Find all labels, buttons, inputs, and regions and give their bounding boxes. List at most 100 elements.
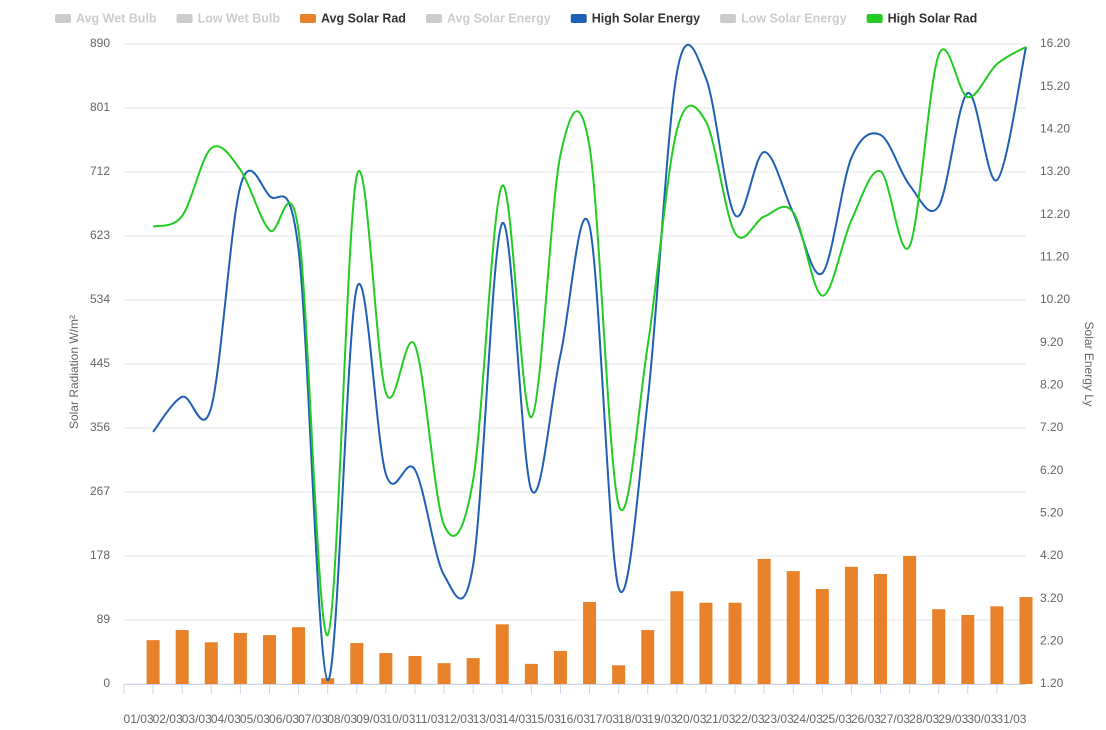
y2-axis-label: Solar Energy Ly <box>1082 322 1096 407</box>
legend-swatch <box>299 14 316 23</box>
x-tick-label: 31/03 <box>996 712 1026 726</box>
legend-label: Low Wet Bulb <box>198 11 281 25</box>
legend-item[interactable]: Low Wet Bulb <box>176 11 281 25</box>
x-tick-label: 29/03 <box>938 712 968 726</box>
line <box>152 46 1027 637</box>
bar <box>350 643 364 684</box>
bar <box>757 558 771 684</box>
legend-label: High Solar Rad <box>888 11 978 25</box>
bar <box>874 573 888 684</box>
y-tick-label: 801 <box>90 100 110 114</box>
legend-item[interactable]: High Solar Energy <box>570 11 700 25</box>
x-tick-label: 15/03 <box>531 712 561 726</box>
bar <box>553 650 567 684</box>
x-tick-label: 14/03 <box>502 712 532 726</box>
bar <box>583 602 597 684</box>
x-tick-label: 25/03 <box>822 712 852 726</box>
x-tick-label: 22/03 <box>735 712 765 726</box>
y2-tick-label: 8.20 <box>1040 378 1064 392</box>
bar <box>233 632 247 684</box>
bar <box>990 606 1004 684</box>
bar <box>146 640 160 684</box>
y2-tick-label: 13.20 <box>1040 164 1070 178</box>
bar <box>612 665 626 684</box>
y-axis-label: Solar Radiation W/m² <box>67 315 81 429</box>
bar <box>1019 596 1033 684</box>
x-tick-label: 18/03 <box>618 712 648 726</box>
y-tick-label: 445 <box>90 356 110 370</box>
bar <box>408 655 422 684</box>
y2-tick-label: 2.20 <box>1040 634 1064 648</box>
y-tick-label: 712 <box>90 164 110 178</box>
bar <box>524 663 538 684</box>
y2-tick-label: 6.20 <box>1040 463 1064 477</box>
x-tick-label: 03/03 <box>182 712 212 726</box>
legend-swatch <box>55 14 71 23</box>
x-tick-label: 08/03 <box>327 712 357 726</box>
legend-item[interactable]: High Solar Rad <box>866 11 978 25</box>
x-tick-label: 20/03 <box>676 712 706 726</box>
bar <box>728 602 742 684</box>
bar <box>175 630 189 684</box>
y2-tick-label: 14.20 <box>1040 122 1070 136</box>
bar <box>815 589 829 684</box>
bar <box>262 635 276 684</box>
x-tick-label: 10/03 <box>385 712 415 726</box>
legend-swatch <box>425 14 442 23</box>
x-tick-label: 07/03 <box>298 712 328 726</box>
y2-tick-label: 9.20 <box>1040 335 1064 349</box>
bar <box>903 556 917 684</box>
x-tick-label: 12/03 <box>444 712 474 726</box>
x-tick-label: 21/03 <box>705 712 735 726</box>
legend-item[interactable]: Avg Wet Bulb <box>55 11 157 25</box>
legend-item[interactable]: Avg Solar Rad <box>299 11 406 25</box>
legend-swatch <box>866 14 883 23</box>
bar <box>844 566 858 684</box>
y2-tick-label: 7.20 <box>1040 420 1064 434</box>
y-tick-label: 267 <box>90 484 110 498</box>
bar <box>466 658 480 684</box>
y2-tick-label: 11.20 <box>1040 250 1069 264</box>
y2-tick-label: 15.20 <box>1040 79 1070 93</box>
y2-tick-label: 5.20 <box>1040 506 1064 520</box>
x-tick-label: 30/03 <box>967 712 997 726</box>
legend-label: Avg Solar Energy <box>447 11 551 25</box>
x-tick-label: 09/03 <box>356 712 386 726</box>
bar <box>641 630 655 684</box>
legend-swatch <box>720 14 737 23</box>
x-tick-label: 13/03 <box>473 712 503 726</box>
x-tick-label: 06/03 <box>269 712 299 726</box>
x-tick-label: 28/03 <box>909 712 939 726</box>
y-tick-label: 534 <box>90 292 110 306</box>
bar <box>961 614 975 684</box>
x-tick-label: 11/03 <box>415 712 444 726</box>
bar <box>699 602 713 684</box>
line <box>152 43 1027 682</box>
y2-tick-label: 1.20 <box>1040 676 1064 690</box>
y-tick-label: 89 <box>97 612 111 626</box>
x-tick-label: 24/03 <box>793 712 823 726</box>
legend-label: Low Solar Energy <box>741 11 847 25</box>
legend-item[interactable]: Avg Solar Energy <box>425 11 551 25</box>
y-tick-label: 178 <box>90 548 110 562</box>
bar <box>204 642 218 684</box>
legend-swatch <box>176 14 193 23</box>
y2-tick-label: 4.20 <box>1040 548 1064 562</box>
bar <box>437 663 451 684</box>
legend-label: High Solar Energy <box>592 11 700 25</box>
y2-tick-label: 3.20 <box>1040 591 1064 605</box>
x-tick-label: 26/03 <box>851 712 881 726</box>
y2-tick-label: 16.20 <box>1040 36 1070 50</box>
x-tick-label: 02/03 <box>153 712 183 726</box>
y-tick-label: 623 <box>90 228 110 242</box>
legend-item[interactable]: Low Solar Energy <box>720 11 847 25</box>
x-tick-label: 17/03 <box>589 712 619 726</box>
x-tick-label: 04/03 <box>211 712 241 726</box>
bar <box>786 571 800 684</box>
bar <box>379 653 393 684</box>
y-tick-label: 356 <box>90 420 110 434</box>
legend-label: Avg Wet Bulb <box>76 11 157 25</box>
x-tick-label: 19/03 <box>647 712 677 726</box>
y2-tick-label: 12.20 <box>1040 207 1070 221</box>
